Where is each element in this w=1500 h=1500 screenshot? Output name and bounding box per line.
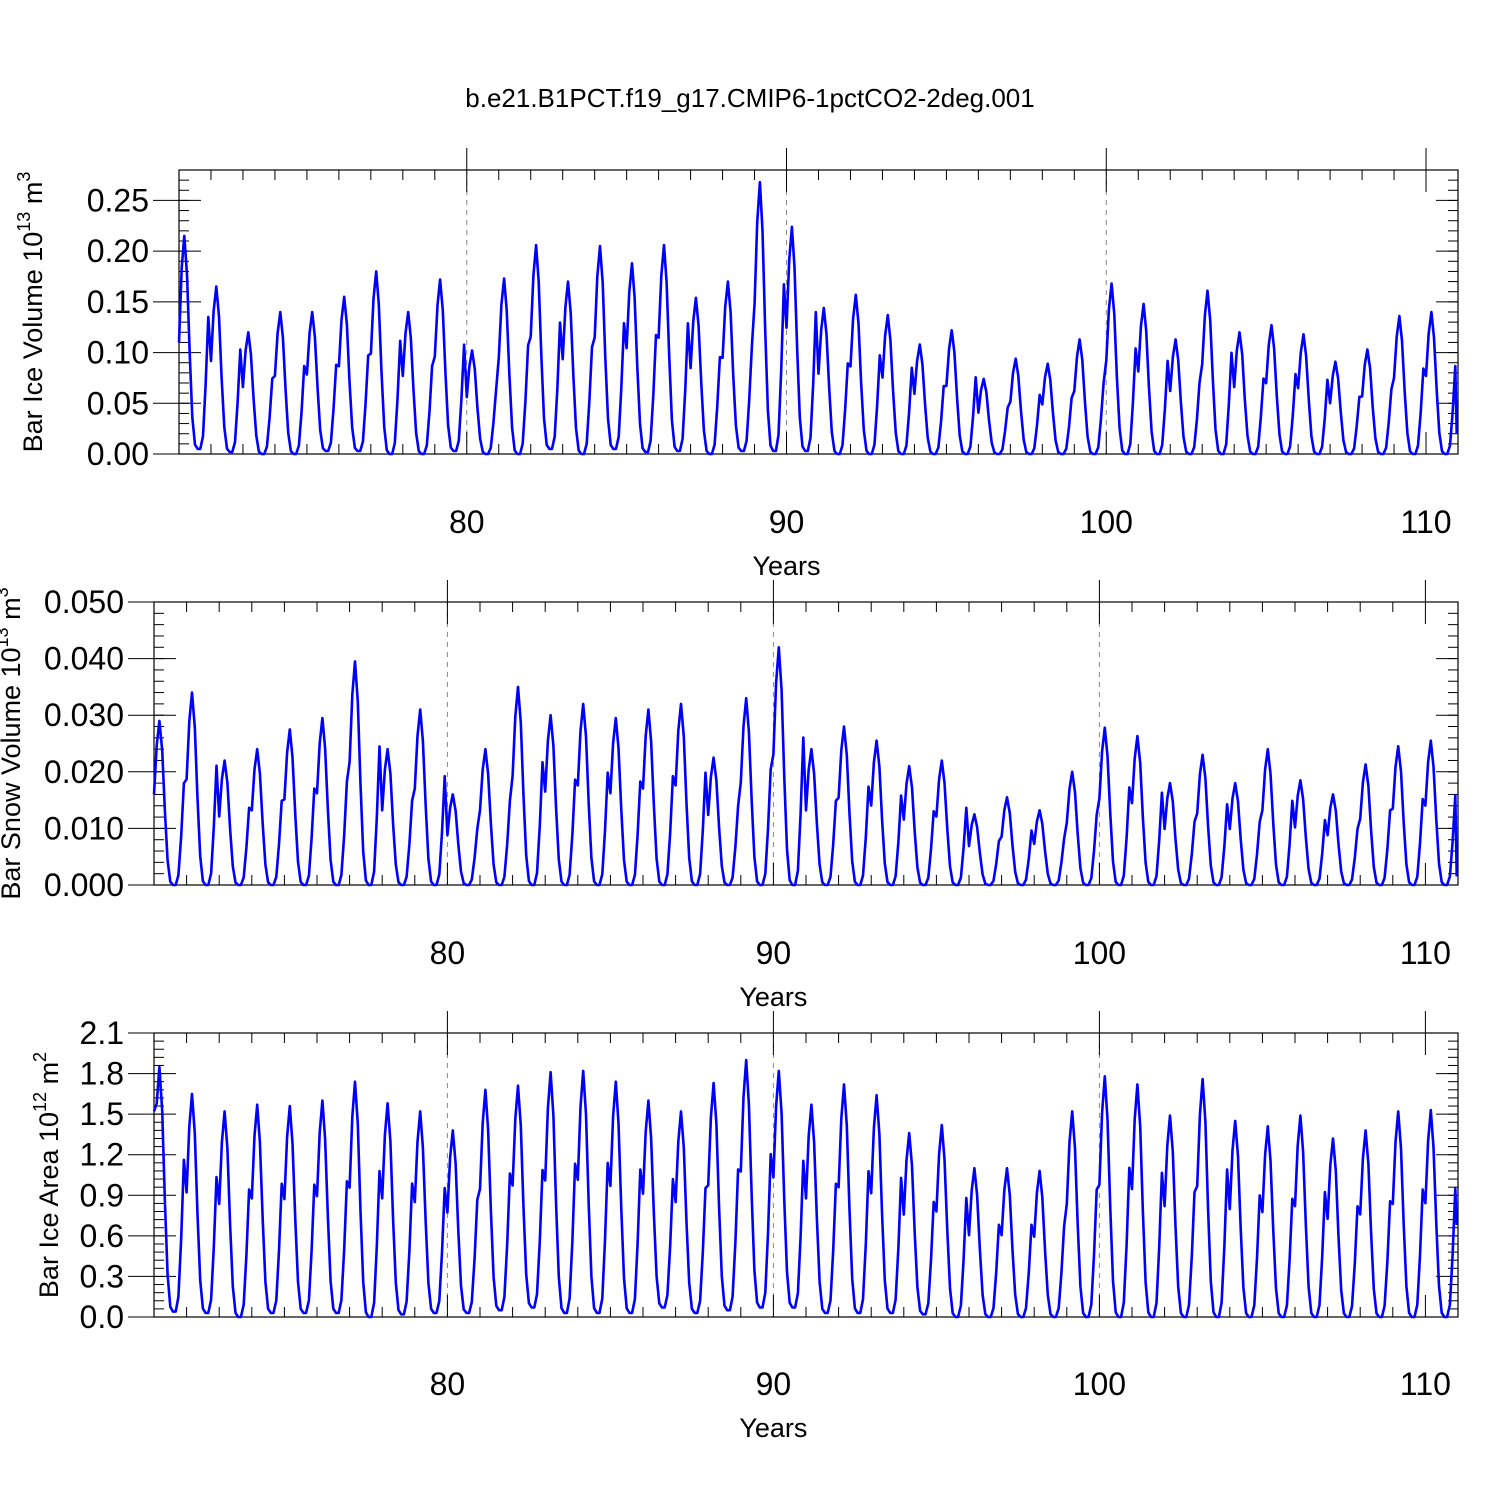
y-tick-label: 0.3 xyxy=(80,1258,124,1294)
y-tick-label: 0.020 xyxy=(44,754,124,790)
chart-title: b.e21.B1PCT.f19_g17.CMIP6-1pctCO2-2deg.0… xyxy=(465,83,1034,113)
y-tick-label: 0.010 xyxy=(44,810,124,846)
y-axis-label: Bar Ice Area 1012 m2 xyxy=(30,1052,64,1298)
panel-bar-ice-area: 0.0 0.3 0.6 0.9 1.2 1.5 1.8 2.1 80 90 100 110 Years B… xyxy=(30,1011,1459,1443)
x-tick-label: 110 xyxy=(1401,504,1452,540)
y-tick-label: 0.20 xyxy=(87,233,149,269)
y-tick-label: 0.040 xyxy=(44,641,124,677)
y-axis-label: Bar Ice Volume 1013 m3 xyxy=(14,172,48,453)
x-axis-label: Years xyxy=(752,551,820,581)
series-line xyxy=(152,646,1458,887)
series-line xyxy=(177,180,1458,456)
x-tick-label: 90 xyxy=(756,1366,792,1402)
y-tick-label: 0.0 xyxy=(80,1299,124,1335)
y-tick-label: 0.10 xyxy=(87,335,149,371)
y-tick-label: 1.5 xyxy=(80,1096,124,1132)
x-tick-label: 80 xyxy=(430,935,466,971)
x-axis-label: Years xyxy=(739,982,807,1012)
x-tick-label: 80 xyxy=(449,504,485,540)
plot-frame xyxy=(178,169,1459,455)
x-tick-label: 90 xyxy=(756,935,792,971)
panel-bar-ice-volume: 0.00 0.05 0.10 0.15 0.20 0.25 80 90 100 110 Years B… xyxy=(14,148,1459,581)
y-tick-label: 0.25 xyxy=(87,182,149,218)
y-tick-label: 0.05 xyxy=(87,385,149,421)
y-tick-label: 0.030 xyxy=(44,697,124,733)
x-tick-label: 110 xyxy=(1400,935,1451,971)
panel-bar-snow-volume: 0.000 0.010 0.020 0.030 0.040 0.050 80 90 100 110… xyxy=(0,580,1459,1012)
series-line xyxy=(152,1058,1458,1319)
y-tick-label: 0.6 xyxy=(80,1218,124,1254)
y-tick-label: 1.2 xyxy=(80,1137,124,1173)
x-tick-label: 90 xyxy=(769,504,805,540)
x-tick-label: 80 xyxy=(430,1366,466,1402)
y-tick-label: 1.8 xyxy=(80,1056,124,1092)
x-tick-label: 100 xyxy=(1073,1366,1126,1402)
x-axis-label: Years xyxy=(739,1413,807,1443)
x-tick-label: 100 xyxy=(1073,935,1126,971)
x-tick-label: 110 xyxy=(1400,1366,1451,1402)
y-tick-label: 0.15 xyxy=(87,284,149,320)
x-tick-label: 100 xyxy=(1080,504,1133,540)
y-tick-label: 0.000 xyxy=(44,867,124,903)
y-tick-label: 2.1 xyxy=(80,1015,124,1051)
y-tick-label: 0.00 xyxy=(87,436,149,472)
y-tick-label: 0.9 xyxy=(80,1177,124,1213)
y-tick-label: 0.050 xyxy=(44,584,124,620)
y-axis-label: Bar Snow Volume 1013 m3 xyxy=(0,587,26,899)
